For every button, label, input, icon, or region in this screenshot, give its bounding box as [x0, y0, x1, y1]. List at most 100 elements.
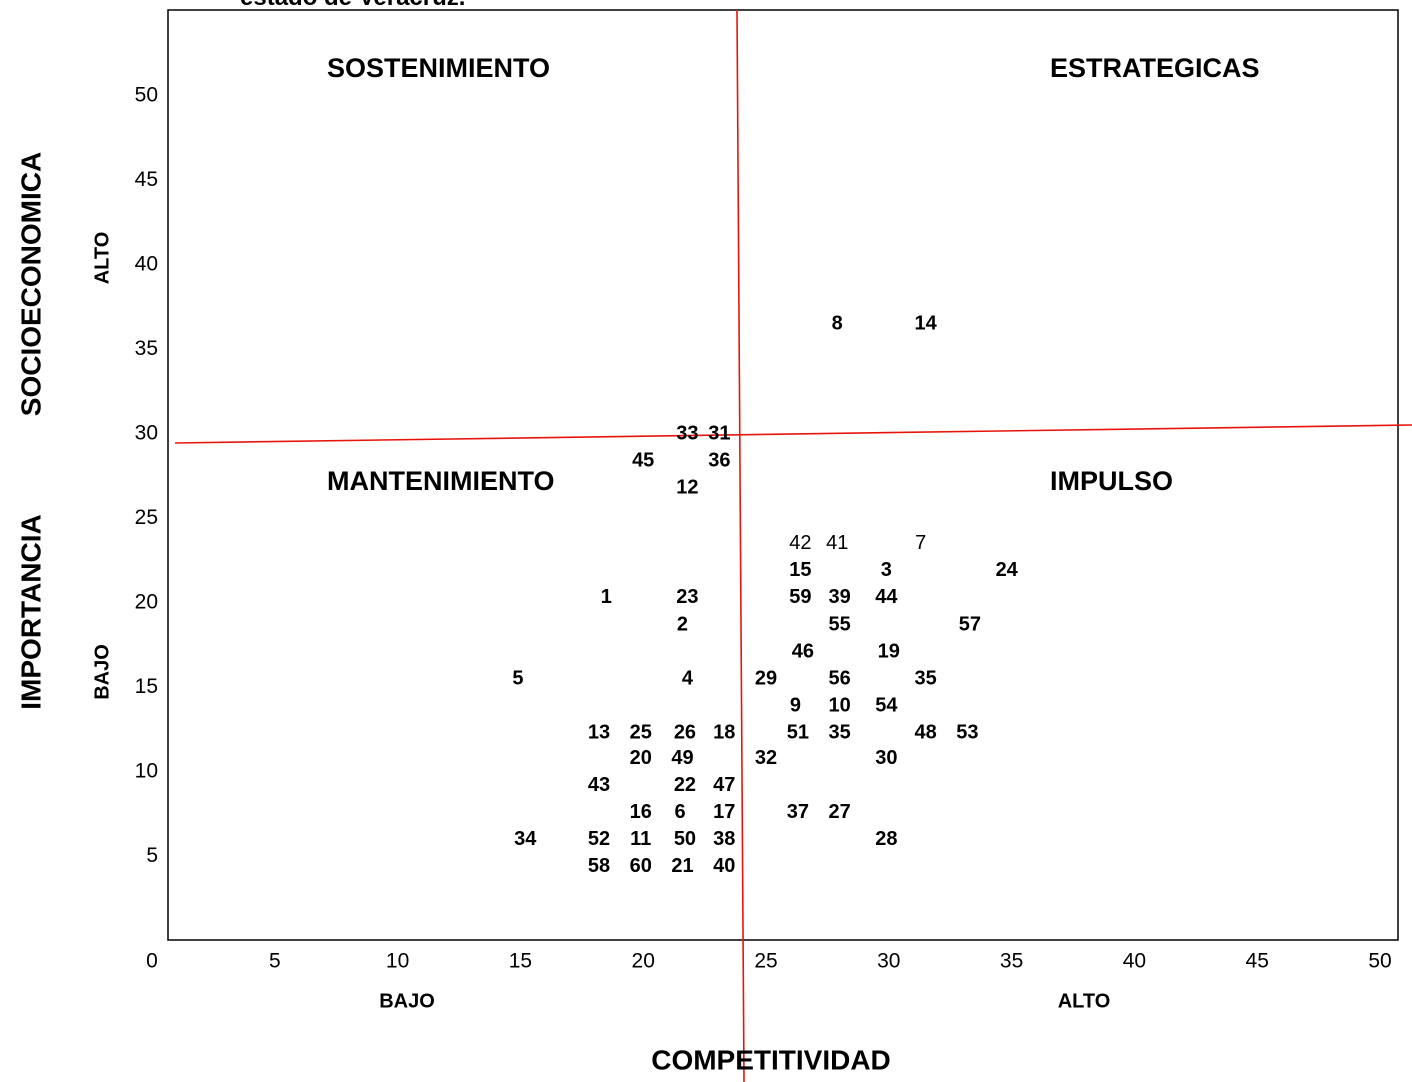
x-tick-label: 15 — [509, 950, 532, 973]
x-tick-label: 20 — [632, 950, 655, 973]
point-label-31: 31 — [708, 422, 730, 444]
point-label-4: 4 — [682, 667, 694, 689]
point-label-16: 16 — [630, 801, 652, 823]
point-label-49: 49 — [671, 747, 693, 769]
page-heading-fragment: estado de Veracruz. — [240, 0, 465, 12]
point-label-46: 46 — [792, 640, 814, 662]
point-label-25: 25 — [630, 721, 652, 743]
y-axis-label-part1: IMPORTANCIA — [15, 514, 46, 709]
point-label-30: 30 — [875, 747, 897, 769]
point-label-43: 43 — [588, 774, 610, 796]
point-label-51: 51 — [787, 721, 809, 743]
point-label-27: 27 — [829, 801, 851, 823]
quadrant-dividers — [174, 9, 1412, 1082]
vertical-divider-line — [736, 9, 745, 1082]
x-low-label: BAJO — [379, 990, 435, 1012]
point-label-21: 21 — [671, 855, 693, 877]
y-axis-ticks: 5 10 15 20 25 30 35 40 45 50 — [135, 84, 158, 868]
point-label-33: 33 — [676, 422, 698, 444]
point-label-37: 37 — [787, 801, 809, 823]
quadrant-label-top-left: SOSTENIMIENTO — [327, 53, 550, 83]
point-label-26: 26 — [674, 721, 696, 743]
point-label-24: 24 — [996, 559, 1019, 581]
point-label-9: 9 — [790, 694, 801, 716]
point-label-50: 50 — [674, 828, 696, 850]
point-label-48: 48 — [915, 721, 937, 743]
point-label-40: 40 — [713, 855, 735, 877]
x-high-label: ALTO — [1058, 990, 1111, 1012]
quadrant-labels: SOSTENIMIENTO ESTRATEGICAS MANTENIMIENTO IM… — [327, 53, 1260, 496]
y-tick-label: 35 — [135, 337, 158, 360]
point-label-18: 18 — [713, 721, 735, 743]
x-axis-label: COMPETITIVIDAD — [651, 1044, 891, 1075]
point-label-28: 28 — [875, 828, 897, 850]
point-label-5: 5 — [512, 667, 523, 689]
point-label-20: 20 — [630, 747, 652, 769]
y-tick-label: 30 — [135, 422, 158, 445]
point-label-19: 19 — [878, 640, 900, 662]
y-tick-label: 25 — [135, 506, 158, 529]
y-tick-label: 5 — [146, 844, 158, 867]
point-label-53: 53 — [956, 721, 978, 743]
point-label-39: 39 — [829, 586, 851, 608]
point-label-14: 14 — [915, 312, 938, 334]
point-label-13: 13 — [588, 721, 610, 743]
x-tick-label: 0 — [146, 950, 158, 973]
point-label-35: 35 — [915, 667, 937, 689]
x-tick-label: 50 — [1368, 950, 1391, 973]
y-high-label: ALTO — [91, 232, 113, 285]
x-tick-label: 25 — [754, 950, 777, 973]
plot-area — [167, 9, 1399, 941]
point-label-29: 29 — [755, 667, 777, 689]
point-label-6: 6 — [674, 801, 685, 823]
point-label-41: 41 — [826, 532, 848, 554]
point-label-35: 35 — [829, 721, 851, 743]
quadrant-label-bottom-left: MANTENIMIENTO — [327, 466, 555, 496]
point-label-15: 15 — [789, 559, 811, 581]
y-tick-label: 10 — [135, 760, 158, 783]
x-tick-label: 40 — [1123, 950, 1146, 973]
point-label-55: 55 — [829, 613, 851, 635]
y-low-label: BAJO — [91, 644, 113, 700]
y-tick-label: 40 — [135, 253, 158, 276]
point-label-2: 2 — [677, 613, 688, 635]
quadrant-label-top-right: ESTRATEGICAS — [1050, 53, 1260, 83]
point-label-36: 36 — [708, 449, 730, 471]
point-label-52: 52 — [588, 828, 610, 850]
point-label-23: 23 — [676, 586, 698, 608]
x-tick-label: 10 — [386, 950, 409, 973]
y-axis-label-part2: SOCIOECONOMICA — [15, 152, 46, 416]
quadrant-label-bottom-right: IMPULSO — [1050, 466, 1173, 496]
point-label-56: 56 — [829, 667, 851, 689]
point-label-22: 22 — [674, 774, 696, 796]
point-label-57: 57 — [959, 613, 981, 635]
point-label-17: 17 — [713, 801, 735, 823]
point-label-54: 54 — [875, 694, 898, 716]
x-tick-label: 35 — [1000, 950, 1023, 973]
point-label-47: 47 — [713, 774, 735, 796]
y-tick-label: 20 — [135, 591, 158, 614]
point-label-60: 60 — [630, 855, 652, 877]
x-tick-label: 30 — [877, 950, 900, 973]
point-label-59: 59 — [789, 586, 811, 608]
point-label-12: 12 — [676, 476, 698, 498]
y-tick-label: 50 — [135, 84, 158, 107]
point-label-3: 3 — [881, 559, 892, 581]
point-label-11: 11 — [630, 828, 651, 850]
point-label-34: 34 — [514, 828, 537, 850]
point-label-45: 45 — [632, 449, 654, 471]
point-label-44: 44 — [875, 586, 898, 608]
x-tick-label: 5 — [269, 950, 281, 973]
point-label-7: 7 — [915, 532, 926, 554]
horizontal-divider-line — [174, 424, 1412, 444]
y-tick-label: 15 — [135, 675, 158, 698]
point-label-32: 32 — [755, 747, 777, 769]
point-label-10: 10 — [829, 694, 851, 716]
point-label-42: 42 — [789, 532, 811, 554]
point-label-1: 1 — [601, 586, 612, 608]
point-label-58: 58 — [588, 855, 610, 877]
y-tick-label: 45 — [135, 168, 158, 191]
point-label-8: 8 — [832, 312, 843, 334]
